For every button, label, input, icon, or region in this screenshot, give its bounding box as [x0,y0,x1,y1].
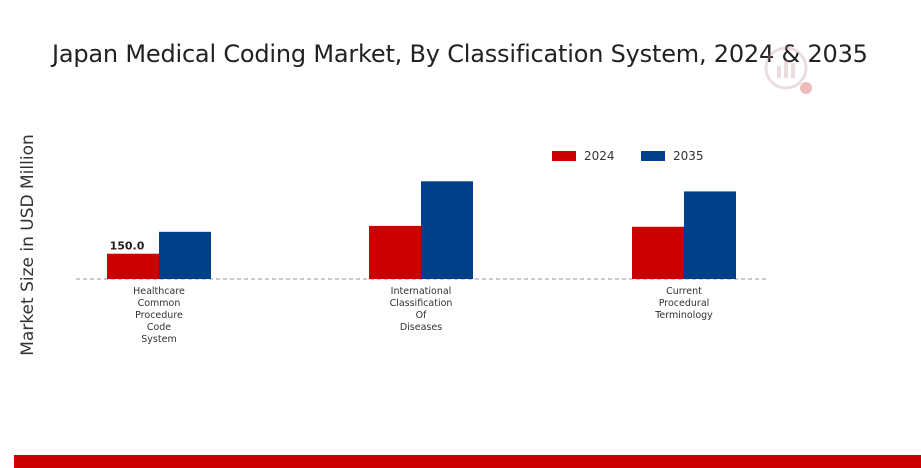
legend-swatch-2035 [641,151,665,161]
category-label-1: International Classification Of Diseases [390,286,453,333]
bar-2035-1 [421,181,473,279]
bar-2035-2 [684,191,736,279]
bar-2024-1 [369,225,421,279]
bar-2024-0 [107,253,159,279]
legend-swatch-2024 [552,151,576,161]
legend-label-2035: 2035 [673,149,704,163]
bar-2024-2 [632,226,684,279]
footer-bar [14,455,921,468]
brand-watermark-icon [764,46,812,94]
data-label-0: 150.0 [110,240,145,253]
category-label-2: Current Procedural Terminology [654,286,713,321]
bar-2035-0 [159,231,211,279]
category-label-0: Healthcare Common Procedure Code System [133,286,185,345]
legend-label-2024: 2024 [584,149,615,163]
chart-title: Japan Medical Coding Market, By Classifi… [52,40,868,68]
